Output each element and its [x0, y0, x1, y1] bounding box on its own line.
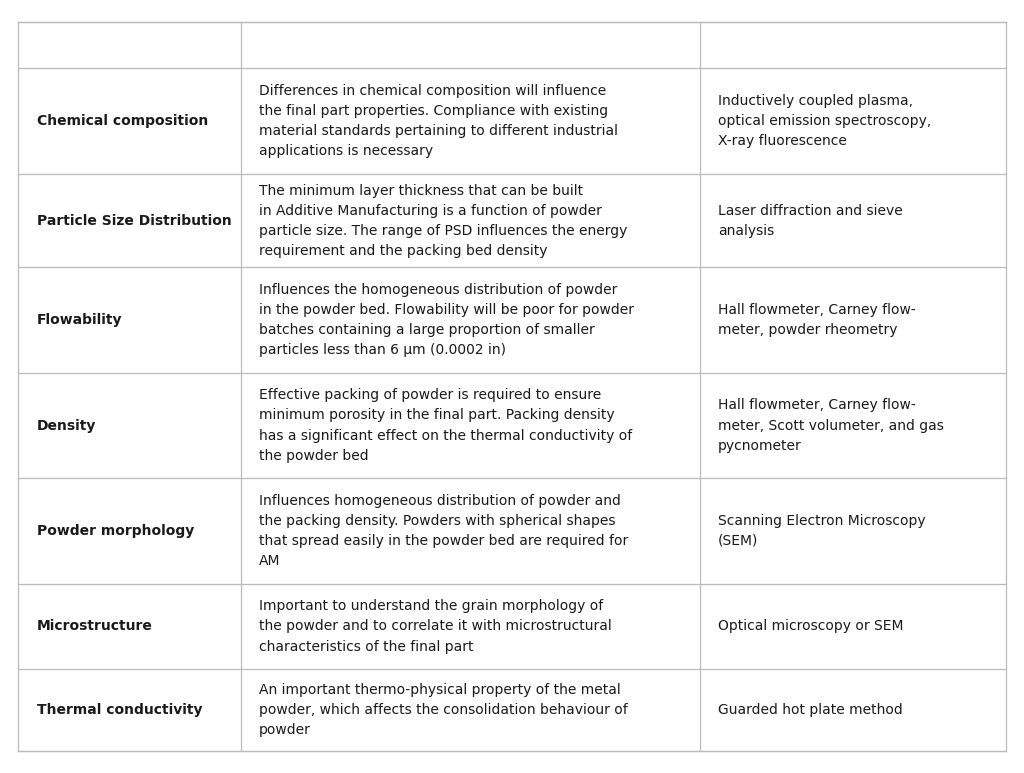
Text: Hall flowmeter, Carney flow-
meter, Scott volumeter, and gas
pycnometer: Hall flowmeter, Carney flow- meter, Scot… [718, 398, 944, 452]
Text: Optical microscopy or SEM: Optical microscopy or SEM [718, 619, 903, 634]
Text: Inductively coupled plasma,
optical emission spectroscopy,
X-ray fluorescence: Inductively coupled plasma, optical emis… [718, 94, 931, 148]
Text: Chemical composition: Chemical composition [37, 114, 208, 128]
Text: Effects on AM: Effects on AM [259, 38, 377, 53]
Text: Influences homogeneous distribution of powder and
the packing density. Powders w: Influences homogeneous distribution of p… [259, 494, 628, 568]
Text: Particle Size Distribution: Particle Size Distribution [37, 213, 231, 228]
Text: Effective packing of powder is required to ensure
minimum porosity in the final : Effective packing of powder is required … [259, 389, 632, 462]
Text: Density: Density [37, 418, 96, 433]
Text: Powder morphology: Powder morphology [37, 524, 195, 538]
Text: Laser diffraction and sieve
analysis: Laser diffraction and sieve analysis [718, 203, 903, 237]
Text: Scanning Electron Microscopy
(SEM): Scanning Electron Microscopy (SEM) [718, 514, 926, 548]
Text: An important thermo-physical property of the metal
powder, which affects the con: An important thermo-physical property of… [259, 683, 628, 737]
Text: The minimum layer thickness that can be built
in Additive Manufacturing is a fun: The minimum layer thickness that can be … [259, 183, 628, 257]
Text: Flowability: Flowability [37, 313, 122, 327]
Text: Hall flowmeter, Carney flow-
meter, powder rheometry: Hall flowmeter, Carney flow- meter, powd… [718, 303, 915, 337]
Text: Important to understand the grain morphology of
the powder and to correlate it w: Important to understand the grain morpho… [259, 599, 611, 653]
Text: Influences the homogeneous distribution of powder
in the powder bed. Flowability: Influences the homogeneous distribution … [259, 283, 634, 357]
Text: Characteristics: Characteristics [37, 38, 166, 53]
Text: Common detection methods: Common detection methods [718, 38, 959, 53]
Text: Thermal conductivity: Thermal conductivity [37, 703, 203, 717]
Text: Microstructure: Microstructure [37, 619, 153, 634]
Text: Guarded hot plate method: Guarded hot plate method [718, 703, 903, 717]
Text: Differences in chemical composition will influence
the final part properties. Co: Differences in chemical composition will… [259, 84, 617, 158]
